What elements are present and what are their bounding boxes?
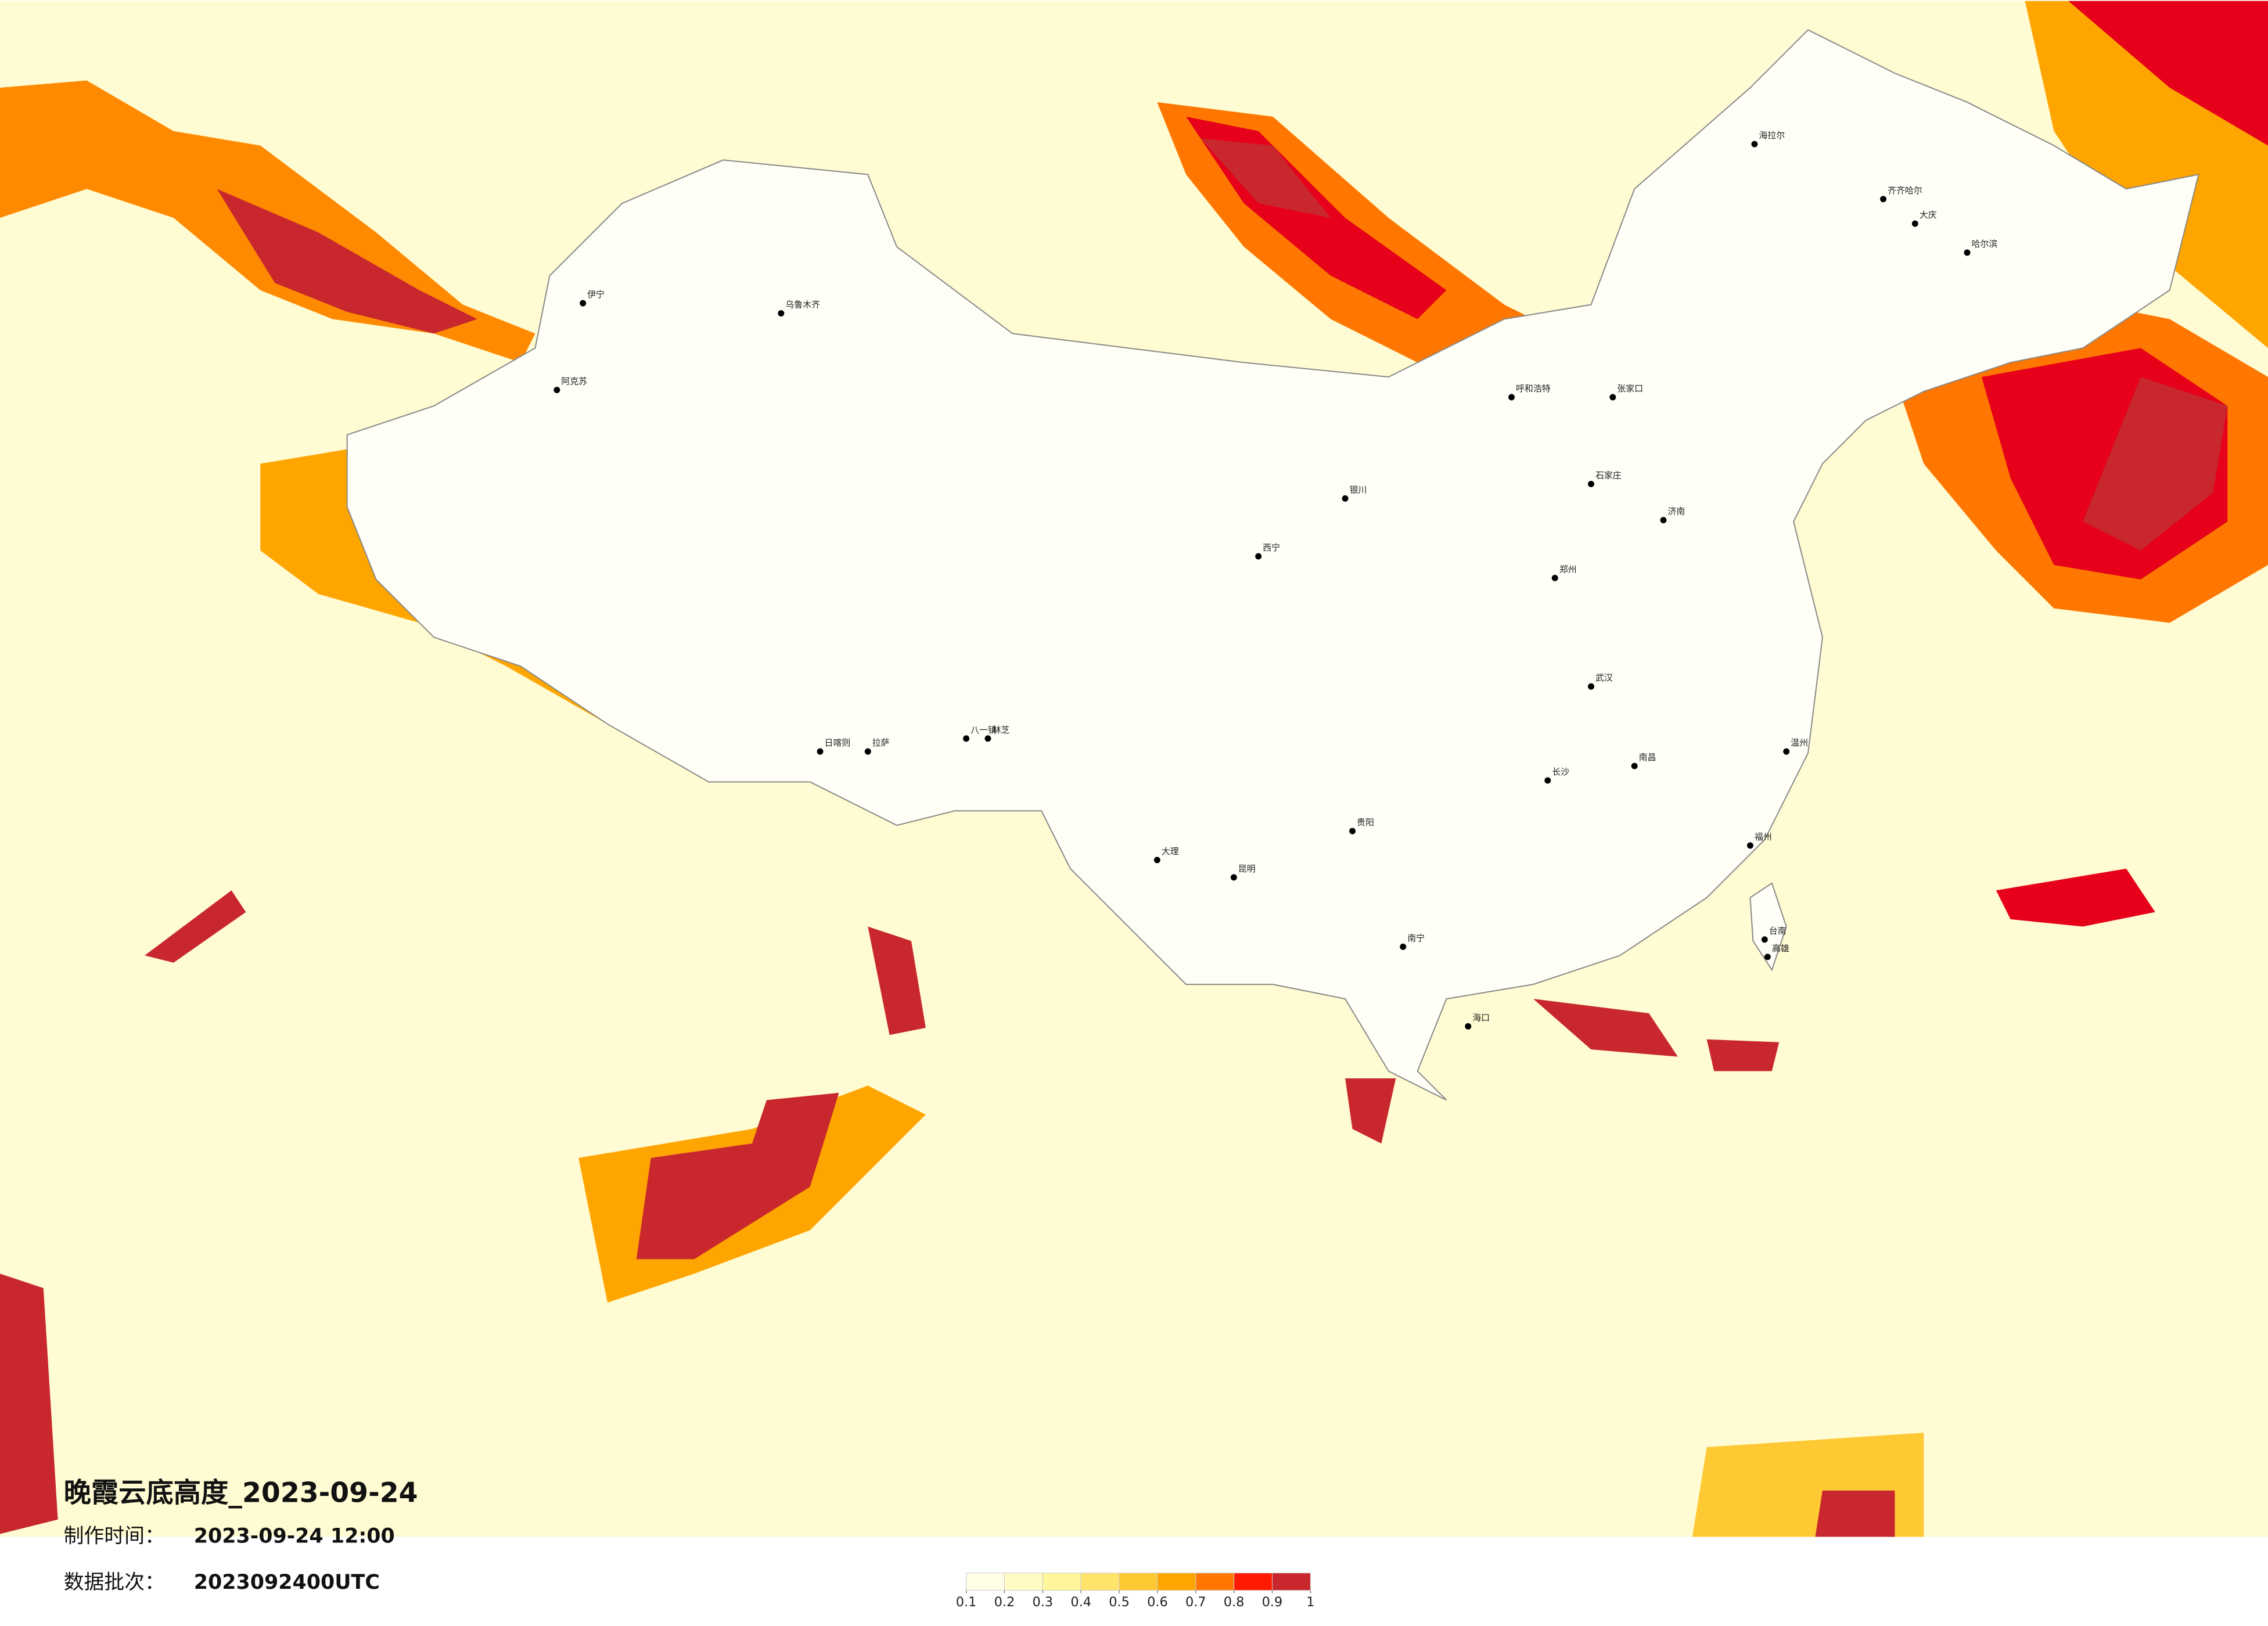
city-dot [1660,517,1667,524]
city-dot [1587,480,1594,487]
city-dot [1751,141,1758,148]
city-label: 昆明 [1238,864,1256,874]
city-dot [580,300,587,307]
city-dot [553,387,560,394]
city-label: 南宁 [1407,933,1425,943]
china-outline [346,29,2199,1101]
city-dot [864,748,871,755]
city-dot [1349,828,1356,834]
legend-swatch [1234,1573,1273,1591]
city-label: 日喀则 [825,738,851,748]
city-dot [984,735,991,742]
legend-tick-label: 0.5 [1109,1595,1130,1610]
city-label: 齐齐哈尔 [1888,185,1922,196]
city-dot [1400,943,1407,950]
legend-swatch [1195,1573,1235,1591]
city-label: 石家庄 [1595,470,1622,480]
legend-tick-label: 0.7 [1185,1595,1206,1610]
legend-tick-label: 0.8 [1224,1595,1245,1610]
title: 晚霞云底高度_2023-09-24 [64,1477,418,1509]
city-dot [1587,683,1594,690]
legend-swatch [1080,1573,1120,1591]
city-dot [1342,495,1349,502]
city-dot [1880,196,1887,203]
made-time-label: 制作时间： [64,1524,165,1548]
city-dot [963,735,970,742]
city-label: 济南 [1667,506,1685,517]
city-label: 呼和浩特 [1516,383,1551,394]
taiwan-outline [1749,882,1787,972]
city-dot [778,310,785,317]
city-label: 福州 [1755,832,1772,842]
legend-tick-label: 0.2 [994,1595,1015,1610]
legend-swatch [1004,1573,1043,1591]
city-label: 长沙 [1552,767,1569,777]
city-label: 林芝 [992,725,1009,735]
city-label: 大理 [1162,846,1179,857]
city-dot [1465,1023,1472,1030]
city-dot [1761,936,1768,943]
city-label: 贵阳 [1357,817,1374,828]
city-dot [1764,954,1771,961]
city-dot [1230,874,1237,881]
city-dot [1783,748,1790,755]
legend-swatch [1042,1573,1081,1591]
legend-swatch [1157,1573,1196,1591]
made-time-value: 2023-09-24 12:00 [194,1524,395,1548]
city-label: 台南 [1769,926,1787,936]
city-label: 阿克苏 [561,376,587,387]
legend-swatch [1271,1573,1311,1591]
city-label: 伊宁 [587,289,605,300]
legend: 0.1 0.2 0.3 0.4 0.5 0.6 0.7 0.8 0.9 1 [956,1573,1314,1610]
city-label: 拉萨 [872,738,890,748]
city-dot [1551,574,1558,581]
legend-swatch [1119,1573,1158,1591]
city-label: 银川 [1350,484,1367,495]
legend-tick-label: 0.6 [1147,1595,1168,1610]
city-label: 大庆 [1920,210,1937,220]
city-dot [1631,762,1638,769]
city-label: 高雄 [1772,943,1789,954]
legend-swatch [966,1573,1005,1591]
city-dot [1609,394,1616,401]
city-label: 八一镇 [971,725,997,735]
city-label: 南昌 [1639,752,1656,762]
city-label: 西宁 [1263,542,1280,553]
city-label: 武汉 [1595,672,1613,683]
city-dot [1153,857,1160,864]
city-label: 郑州 [1559,564,1577,574]
city-label: 海拉尔 [1759,130,1785,141]
batch-value: 2023092400UTC [194,1571,380,1594]
city-dot [1964,249,1971,256]
city-label: 温州 [1791,738,1808,748]
city-dot [817,748,824,755]
city-dot [1508,394,1515,401]
legend-tick-label: 0.1 [956,1595,977,1610]
legend-tick-label: 0.3 [1033,1595,1054,1610]
legend-tick-label: 0.4 [1070,1595,1091,1610]
legend-tick-label: 1 [1306,1595,1314,1610]
city-dot [1746,842,1753,849]
city-dot [1544,777,1551,784]
city-label: 哈尔滨 [1971,239,1997,249]
city-label: 海口 [1472,1012,1490,1023]
city-dot [1911,220,1918,227]
city-label: 乌鲁木齐 [785,300,820,310]
batch-label: 数据批次： [64,1571,165,1594]
city-label: 张家口 [1617,383,1643,394]
city-dot [1255,553,1262,560]
legend-tick-label: 0.9 [1262,1595,1283,1610]
